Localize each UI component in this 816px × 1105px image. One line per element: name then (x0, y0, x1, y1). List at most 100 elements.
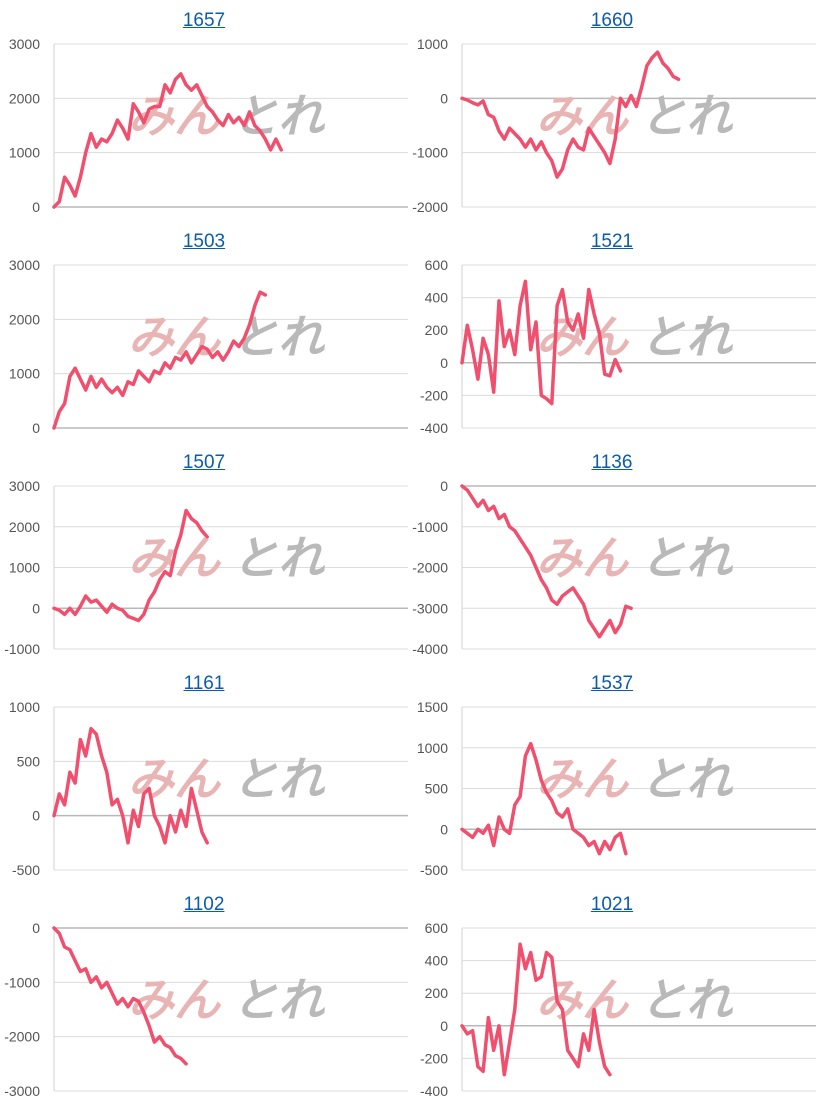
y-tick-label: -2000 (412, 199, 448, 215)
series-line (460, 942, 612, 1077)
watermark-logo-kanji: とれ (232, 973, 325, 1027)
y-tick-label: 400 (425, 953, 449, 969)
y-tick-label: 1000 (9, 145, 40, 161)
chart-title-link[interactable]: 1507 (182, 452, 226, 473)
y-tick-label: -3000 (4, 1083, 40, 1099)
line-chart: -4000 -3000 -2000 -1000 0 みん とれ (412, 478, 816, 657)
watermark-logo-kanji: とれ (232, 310, 325, 364)
watermark-logo-kana: みん (536, 531, 630, 585)
chart-panel-1507: 1507 -1000 0 1000 2000 3000 みん とれ (0, 442, 408, 663)
line-chart: -3000 -2000 -1000 0 みん とれ (4, 920, 408, 1099)
line-chart: 0 1000 2000 3000 みん とれ (9, 36, 408, 215)
watermark-logo-kana: みん (536, 752, 630, 806)
y-tick-label: -500 (12, 862, 40, 878)
chart-title-link[interactable]: 1657 (182, 10, 226, 31)
chart-title-link[interactable]: 1021 (590, 894, 634, 915)
chart-panel-1657: 1657 0 1000 2000 3000 みん とれ (0, 0, 408, 221)
y-tick-label: 600 (425, 920, 449, 936)
y-tick-label: 0 (440, 90, 448, 106)
line-chart: 0 1000 2000 3000 みん とれ (9, 257, 408, 436)
y-tick-label: -400 (420, 1083, 448, 1099)
y-tick-label: 0 (440, 478, 448, 494)
watermark-logo-kana: みん (128, 310, 222, 364)
y-tick-label: -1000 (412, 145, 448, 161)
series-line (52, 508, 209, 623)
y-tick-label: 1000 (9, 699, 40, 715)
chart-panel-1136: 1136 -4000 -3000 -2000 -1000 0 みん とれ (408, 442, 816, 663)
y-tick-label: -1000 (4, 974, 40, 990)
chart-title-link[interactable]: 1161 (183, 673, 225, 694)
y-tick-label: 500 (425, 781, 449, 797)
y-tick-label: 1000 (417, 740, 448, 756)
y-tick-label: -1000 (412, 519, 448, 535)
y-tick-label: 500 (17, 753, 41, 769)
chart-panel-1503: 1503 0 1000 2000 3000 みん とれ (0, 221, 408, 442)
y-tick-label: 200 (425, 322, 449, 338)
watermark-logo-kanji: とれ (640, 310, 733, 364)
chart-title-link[interactable]: 1537 (590, 673, 634, 694)
chart-title-link[interactable]: 1521 (590, 231, 634, 252)
watermark-logo-kana: みん (536, 973, 630, 1027)
series-line (52, 72, 283, 209)
y-tick-label: 3000 (9, 478, 40, 494)
y-tick-label: -200 (420, 1050, 448, 1066)
series-line (460, 484, 633, 639)
y-tick-label: -4000 (412, 641, 448, 657)
watermark-logo-kana: みん (128, 973, 222, 1027)
y-tick-label: -2000 (412, 560, 448, 576)
y-tick-label: -1000 (4, 641, 40, 657)
y-tick-label: 1000 (417, 36, 448, 52)
y-tick-label: 0 (32, 920, 40, 936)
y-tick-label: 0 (440, 821, 448, 837)
watermark-logo-kanji: とれ (640, 531, 733, 585)
watermark-logo-kanji: とれ (232, 752, 325, 806)
y-tick-label: 2000 (9, 90, 40, 106)
y-tick-label: 1500 (417, 699, 448, 715)
y-tick-label: 0 (440, 355, 448, 371)
series-line (460, 50, 681, 179)
y-tick-label: 0 (32, 420, 40, 436)
chart-title-link[interactable]: 1503 (182, 231, 226, 252)
y-tick-label: -400 (420, 420, 448, 436)
y-tick-label: 400 (425, 290, 449, 306)
chart-title-link[interactable]: 1660 (590, 10, 634, 31)
watermark-logo-kanji: とれ (640, 89, 733, 143)
series-line (52, 926, 188, 1066)
watermark-logo-kanji: とれ (640, 752, 733, 806)
chart-panel-1161: 1161 -500 0 500 1000 みん とれ (0, 663, 408, 884)
y-tick-label: 0 (32, 808, 40, 824)
chart-panel-1660: 1660 -2000 -1000 0 1000 みん とれ (408, 0, 816, 221)
y-tick-label: 0 (32, 600, 40, 616)
series-line (52, 726, 209, 845)
y-tick-label: 2000 (9, 519, 40, 535)
chart-panel-1021: 1021 -400 -200 0 200 400 600 みん とれ (408, 884, 816, 1105)
chart-panel-1537: 1537 -500 0 500 1000 1500 みん とれ (408, 663, 816, 884)
y-tick-label: 1000 (9, 366, 40, 382)
y-tick-label: -2000 (4, 1029, 40, 1045)
watermark-logo-kana: みん (128, 89, 222, 143)
series-line (52, 290, 268, 430)
line-chart: -500 0 500 1000 1500 みん とれ (417, 699, 816, 878)
y-tick-label: 0 (32, 199, 40, 215)
y-tick-label: 1000 (9, 560, 40, 576)
y-tick-label: 2000 (9, 311, 40, 327)
chart-panel-1521: 1521 -400 -200 0 200 400 600 みん とれ (408, 221, 816, 442)
y-tick-label: 3000 (9, 257, 40, 273)
watermark-logo-kanji: とれ (640, 973, 733, 1027)
series-line (460, 279, 623, 406)
chart-panel-1102: 1102 -3000 -2000 -1000 0 みん とれ (0, 884, 408, 1105)
watermark-logo-kanji: とれ (232, 89, 325, 143)
chart-title-link[interactable]: 1136 (591, 452, 633, 473)
chart-title-link[interactable]: 1102 (183, 894, 225, 915)
y-tick-label: -500 (420, 862, 448, 878)
y-tick-label: -200 (420, 387, 448, 403)
watermark-logo-kanji: とれ (232, 531, 325, 585)
y-tick-label: 3000 (9, 36, 40, 52)
series-line (460, 741, 628, 856)
y-tick-label: 0 (440, 1018, 448, 1034)
